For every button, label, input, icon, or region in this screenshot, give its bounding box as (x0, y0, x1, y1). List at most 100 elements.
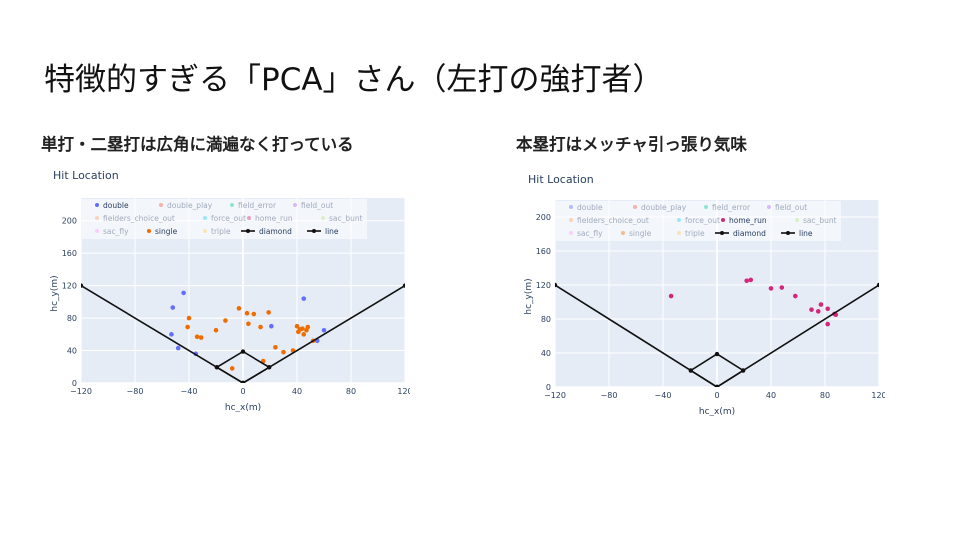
single-point (213, 327, 219, 333)
single-point (294, 323, 300, 329)
single-point (186, 315, 192, 321)
line-vertex (876, 282, 879, 288)
y-tick-label: 40 (541, 349, 551, 358)
x-tick-label: 40 (766, 391, 776, 400)
x-tick-label: −80 (601, 391, 618, 400)
legend-marker-swatch (677, 231, 681, 235)
line-vertex (555, 282, 558, 288)
home_run-point (668, 293, 674, 299)
legend-entry-double-play: double_play (167, 201, 213, 210)
legend-marker-swatch (569, 218, 573, 222)
hit-location-chart-right: Hit Location −120 −80 −40 0 40 80 120 0 40 80 120 16… (515, 166, 887, 420)
double-point (169, 332, 174, 337)
single-point (266, 310, 271, 315)
legend-entry-single: single (155, 227, 178, 236)
home_run-point (825, 306, 830, 312)
home_run-point (793, 293, 798, 299)
x-tick-label: −120 (544, 391, 566, 400)
line-vertex (240, 380, 246, 383)
legend-marker-swatch (247, 216, 251, 220)
slide-title: 特徴的すぎる「PCA」さん（左打の強打者） (44, 62, 664, 98)
legend-line-marker (720, 231, 724, 235)
single-point (301, 332, 307, 337)
x-tick-label: 0 (240, 387, 245, 396)
single-point (251, 311, 257, 317)
legend-line-marker (246, 229, 250, 233)
caption-left: 単打・二塁打は広角に満遍なく打っている (41, 135, 354, 154)
single-point (229, 366, 235, 371)
plot-content (81, 283, 405, 383)
x-tick-label: −120 (70, 387, 92, 396)
x-tick-label: −80 (127, 387, 144, 396)
legend-entry-fielders-choice-out: fielders_choice_out (103, 214, 175, 223)
legend-entry-single: single (629, 229, 652, 238)
x-axis-title: hc_x(m) (699, 407, 735, 416)
chart-svg-left: Hit Location −120 −80 −40 0 40 80 120 0 40 80 120 16… (50, 169, 413, 413)
legend-entry-fielders-choice-out: fielders_choice_out (577, 216, 649, 225)
y-tick-label: 0 (546, 383, 551, 392)
line-line (81, 284, 405, 383)
x-tick-label: −40 (181, 387, 198, 396)
y-tick-label: 200 (536, 213, 551, 222)
y-tick-label: 120 (536, 281, 551, 290)
legend-entry-field-out: field_out (775, 203, 807, 212)
home_run-point (825, 321, 830, 327)
legend-marker-swatch (95, 229, 99, 233)
double-point (269, 323, 274, 329)
legend-entry-line: line (325, 227, 339, 236)
legend-marker-swatch (293, 203, 297, 207)
legend-marker-swatch (95, 203, 99, 207)
line-vertex (402, 283, 405, 288)
y-tick-label: 0 (72, 379, 77, 388)
line-vertex (714, 384, 720, 387)
y-tick-label: 40 (67, 347, 77, 356)
legend-marker-swatch (147, 229, 151, 233)
legend-marker-swatch (230, 203, 234, 207)
legend-entry-force-out: force_out (685, 216, 720, 225)
legend: double double_play field_error field_outfie… (556, 201, 841, 241)
home_run-point (815, 309, 821, 314)
single-point (194, 334, 200, 340)
legend-line-marker (312, 229, 316, 233)
y-tick-label: 160 (62, 249, 77, 258)
legend-marker-swatch (569, 231, 573, 235)
legend: double double_play field_error field_outfie… (82, 199, 367, 239)
legend-entry-field-out: field_out (301, 201, 333, 210)
y-axis-title: hc_y(m) (50, 275, 60, 311)
legend-entry-sac-bunt: sac_bunt (803, 216, 837, 225)
line-vertex (81, 283, 84, 288)
legend-marker-swatch (203, 216, 207, 220)
legend-entry-diamond: diamond (733, 229, 766, 238)
legend-entry-triple: triple (211, 227, 231, 236)
y-tick-label: 200 (62, 217, 77, 226)
legend-marker-swatch (569, 205, 573, 209)
legend-bg (556, 201, 841, 241)
legend-entry-field-error: field_error (238, 201, 277, 210)
y-tick-label: 160 (536, 247, 551, 256)
y-axis-title: hc_y(m) (524, 278, 534, 314)
legend-entry-force-out: force_out (211, 214, 246, 223)
legend-entry-double-play: double_play (641, 203, 687, 212)
legend-entry-sac-fly: sac_fly (103, 227, 129, 236)
double-point (170, 305, 176, 310)
legend-marker-swatch (721, 218, 725, 222)
home_run-point (744, 278, 749, 284)
single-point (236, 306, 242, 311)
legend-entry-diamond: diamond (259, 227, 292, 236)
x-tick-label: 80 (820, 391, 830, 400)
chart-title: Hit Location (53, 169, 119, 182)
legend-marker-swatch (795, 218, 799, 222)
single-point (281, 349, 286, 355)
legend-entry-home-run: home_run (255, 214, 293, 223)
single-point (273, 344, 278, 350)
double-point (301, 296, 307, 301)
legend-entry-sac-fly: sac_fly (577, 229, 603, 238)
legend-entry-sac-bunt: sac_bunt (329, 214, 363, 223)
legend-marker-swatch (321, 216, 325, 220)
legend-marker-swatch (767, 205, 771, 209)
double-point (181, 290, 186, 296)
caption-right: 本塁打はメッチャ引っ張り気味 (516, 135, 747, 154)
x-tick-label: 80 (346, 387, 356, 396)
chart-title: Hit Location (528, 173, 594, 186)
legend-entry-line: line (799, 229, 813, 238)
